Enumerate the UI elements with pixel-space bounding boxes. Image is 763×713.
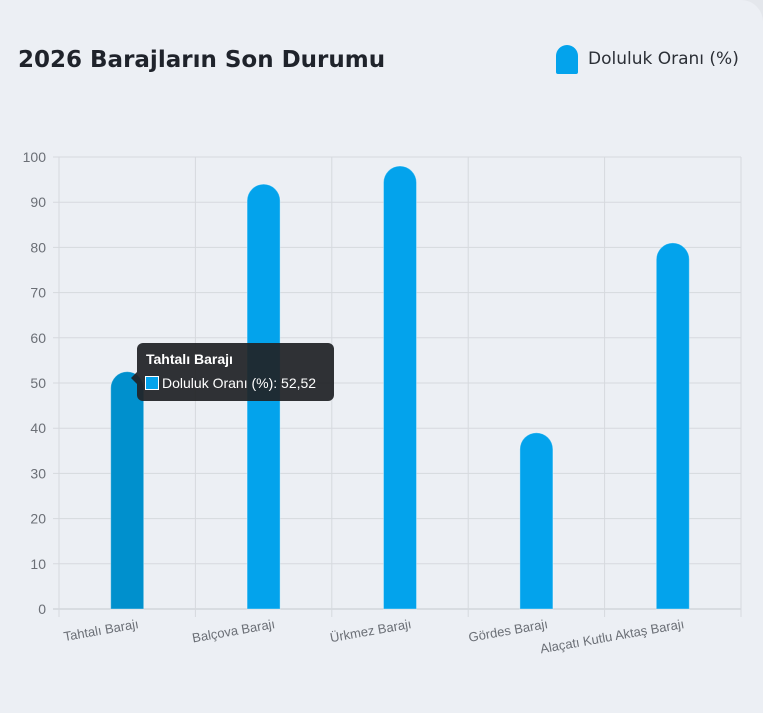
legend-swatch (556, 44, 578, 74)
y-tick-label: 40 (30, 420, 46, 436)
legend-item[interactable]: Doluluk Oranı (%) (556, 44, 739, 74)
tooltip-series-label: Doluluk Oranı (%) (162, 375, 274, 391)
y-tick-label: 50 (30, 375, 46, 391)
y-tick-label: 80 (30, 239, 46, 255)
tooltip-swatch (145, 376, 159, 390)
y-tick-label: 10 (30, 556, 46, 572)
tooltip-value: 52,52 (281, 375, 317, 391)
y-tick-label: 30 (30, 465, 46, 481)
y-tick-label: 90 (30, 194, 46, 210)
legend-label: Doluluk Oranı (%) (588, 49, 739, 69)
y-tick-label: 20 (30, 511, 46, 527)
x-tick-label: Alaçatı Kutlu Aktaş Barajı (539, 616, 685, 656)
y-tick-label: 100 (23, 149, 47, 165)
bar[interactable] (383, 165, 417, 610)
x-tick-label: Ürkmez Barajı (329, 616, 413, 645)
chart-tooltip: Tahtalı Barajı Doluluk Oranı (%): 52,52 (131, 343, 334, 401)
x-tick-label: Gördes Barajı (467, 616, 549, 645)
bar[interactable] (110, 371, 145, 610)
y-tick-label: 60 (30, 330, 46, 346)
chart-title: 2026 Barajların Son Durumu (18, 47, 386, 73)
x-tick-label: Balçova Barajı (191, 616, 276, 645)
tooltip-row: Doluluk Oranı (%): 52,52 (145, 375, 316, 391)
bar[interactable] (655, 242, 690, 610)
y-tick-label: 70 (30, 285, 46, 301)
tooltip-title: Tahtalı Barajı (146, 351, 233, 367)
x-tick-label: Tahtalı Barajı (62, 616, 139, 644)
tooltip-separator: : (273, 375, 282, 391)
y-tick-label: 0 (38, 601, 46, 617)
bar[interactable] (519, 432, 554, 610)
